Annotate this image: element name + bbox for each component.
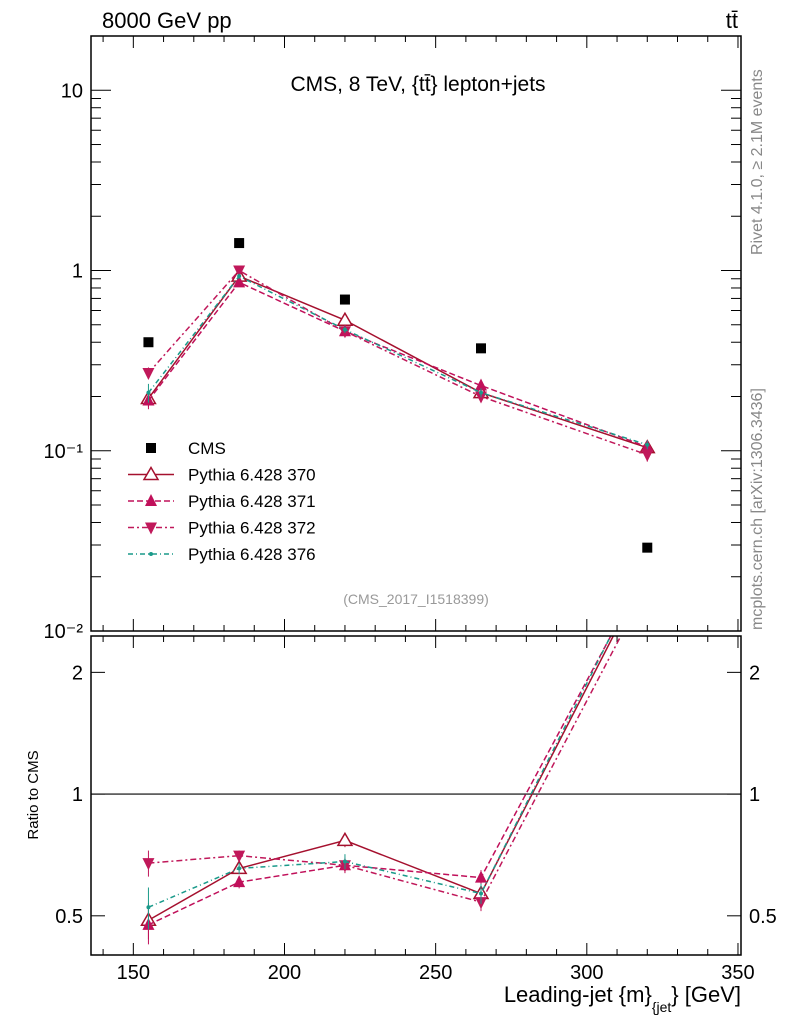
cms-marker — [339, 294, 350, 305]
cms-marker — [143, 337, 154, 348]
triangle-up-open-marker — [640, 563, 654, 575]
x-tick-label: 250 — [419, 962, 452, 984]
dot-marker — [146, 905, 151, 910]
ratio-y-tick-label-right: 1 — [749, 784, 760, 806]
triangle-down-marker — [142, 368, 155, 381]
cms-marker — [476, 343, 486, 354]
y-tick-label: 10⁻² — [44, 621, 84, 643]
ratio-line-1 — [148, 636, 615, 921]
ratio-y-tick-label: 2 — [72, 662, 83, 684]
header-process: 8000 GeV pp — [102, 8, 232, 33]
ratio-line-3 — [148, 636, 622, 904]
x-tick-label: 300 — [570, 962, 603, 984]
triangle-up-marker — [475, 378, 487, 391]
ratio-line-4 — [148, 636, 612, 908]
ratio-y-tick-label-right: 0.5 — [749, 906, 777, 928]
triangle-down-marker — [142, 858, 155, 871]
ratio-y-label: Ratio to CMS — [25, 750, 42, 839]
x-tick-label: 350 — [721, 962, 754, 984]
triangle-down-marker — [145, 522, 157, 535]
main-plot-marks — [140, 238, 656, 553]
triangle-down-marker — [475, 391, 487, 404]
dot-marker — [479, 891, 483, 896]
rivet-label: Rivet 4.1.0, ≥ 2.1M events — [749, 69, 766, 255]
cms-marker — [146, 443, 156, 453]
dot-marker — [237, 866, 242, 871]
watermark: (CMS_2017_I1518399) — [343, 591, 489, 607]
triangle-up-marker — [641, 561, 653, 573]
main-frame — [90, 35, 742, 632]
triangle-down-marker — [641, 581, 653, 593]
ratio-plot-marks — [140, 561, 654, 945]
ratio-y-tick-label-right: 2 — [749, 662, 760, 684]
y-tick-label: 10⁻¹ — [44, 441, 84, 463]
dot-marker — [146, 390, 151, 395]
x-tick-label: 150 — [117, 962, 150, 984]
dot-marker — [149, 552, 153, 556]
mcplots-label: mcplots.cern.ch [arXiv:1306.3436] — [749, 388, 766, 630]
ratio-frame — [90, 635, 742, 956]
dot-marker — [645, 561, 649, 565]
y-tick-label: 10 — [61, 80, 83, 102]
dot-marker — [342, 327, 347, 332]
triangle-up-open-marker — [336, 311, 354, 326]
triangle-up-marker — [475, 870, 487, 883]
dot-marker — [342, 859, 347, 864]
legend-label: Pythia 6.428 371 — [188, 492, 316, 511]
ratio-y-tick-label: 1 — [72, 784, 83, 806]
cms-marker — [234, 238, 245, 249]
dot-marker — [237, 274, 242, 279]
triangle-down-marker — [641, 449, 654, 462]
cms-marker — [642, 542, 653, 553]
triangle-down-marker — [233, 850, 246, 863]
dot-marker — [645, 442, 650, 447]
legend-label: Pythia 6.428 376 — [188, 545, 316, 564]
triangle-up-marker — [145, 494, 157, 506]
triangle-up-open-marker — [142, 466, 160, 481]
x-axis-label: Leading-jet {m}{jet} [GeV] — [504, 982, 741, 1015]
chart-title: CMS, 8 TeV, {tt̄} lepton+jets — [290, 73, 545, 96]
triangle-up-open-marker — [336, 831, 354, 847]
triangle-up-marker — [233, 875, 246, 888]
dot-marker — [479, 390, 483, 395]
x-tick-label: 200 — [268, 962, 301, 984]
legend-label: Pythia 6.428 372 — [188, 519, 316, 538]
header-final-state: tt̄ — [726, 8, 738, 33]
legend-label: CMS — [188, 439, 226, 458]
triangle-up-marker — [233, 275, 246, 288]
triangle-down-marker — [233, 265, 246, 278]
ratio-line-2 — [148, 636, 612, 926]
ratio-y-tick-label: 0.5 — [55, 906, 83, 928]
legend-label: Pythia 6.428 370 — [188, 466, 316, 485]
y-tick-label: 1 — [72, 261, 83, 283]
